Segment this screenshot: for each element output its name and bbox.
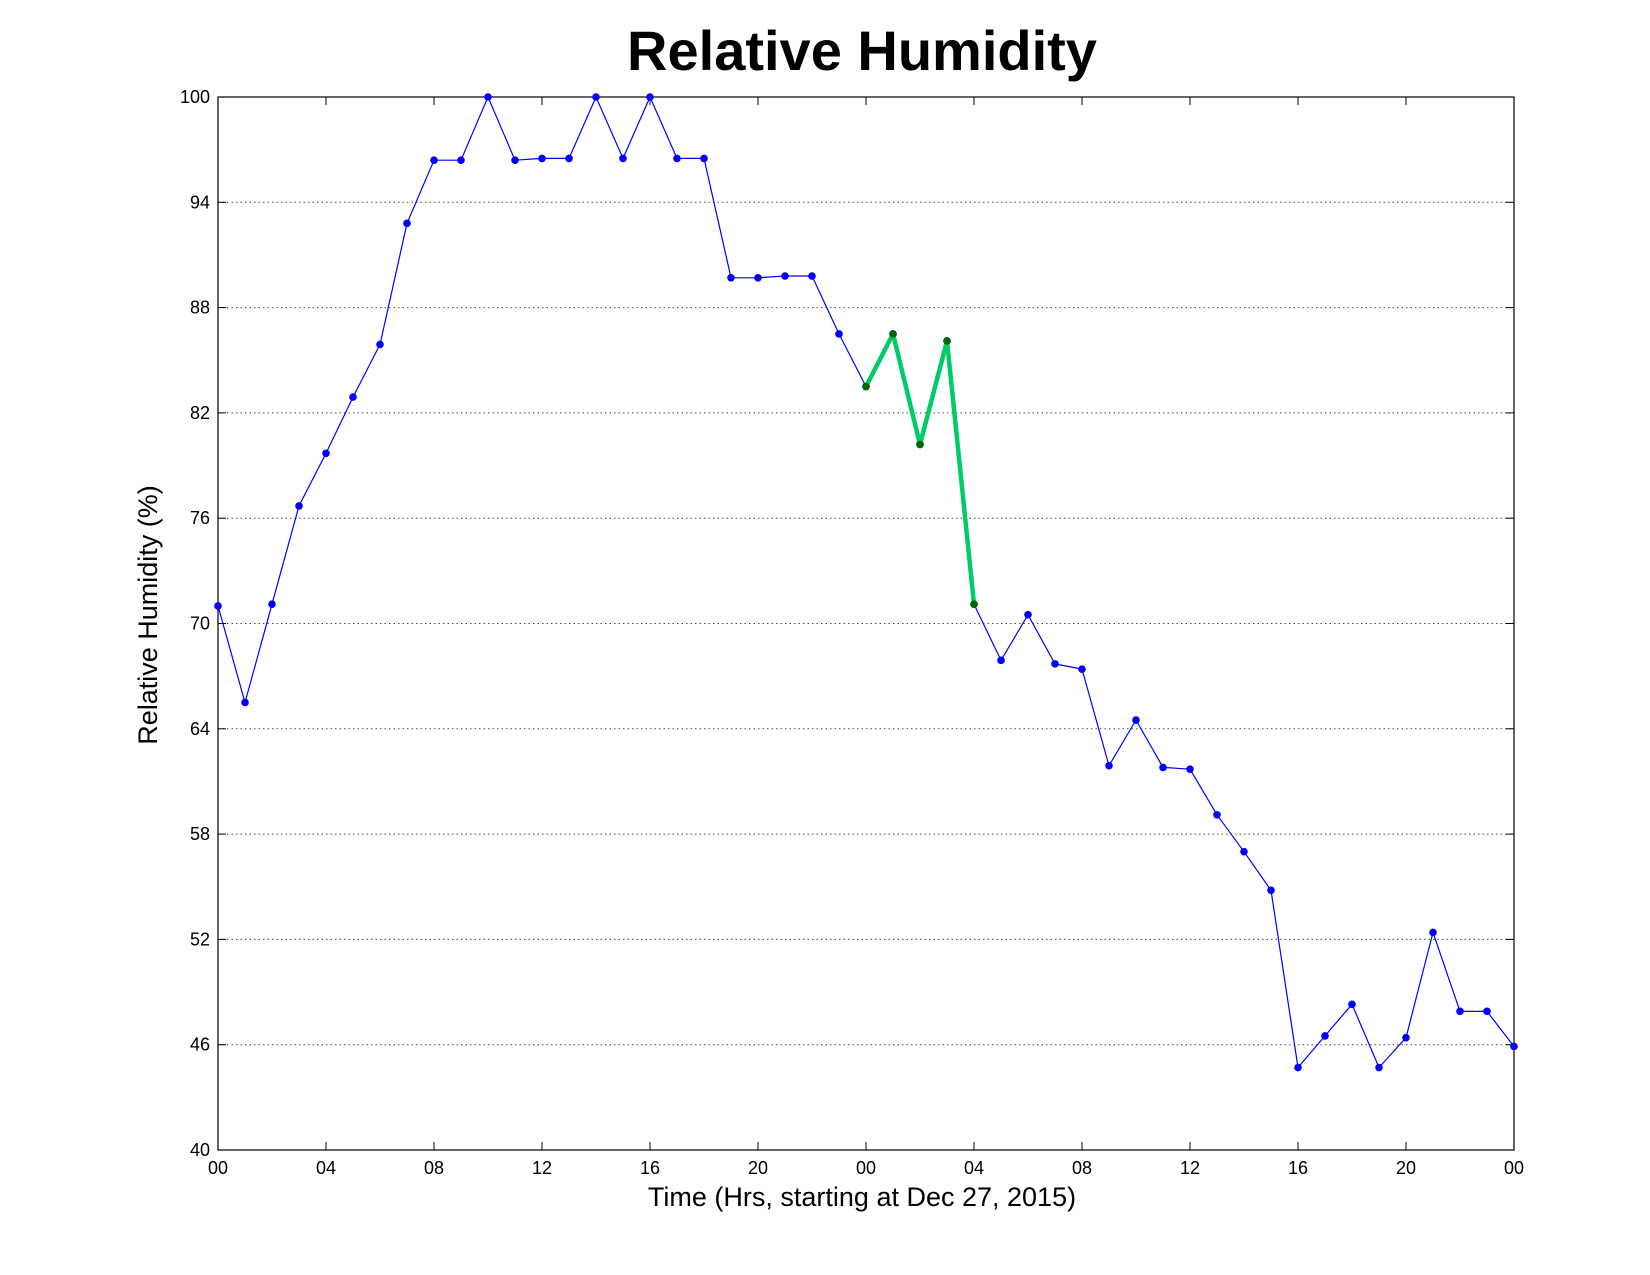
series-0-point: [1294, 1063, 1302, 1072]
x-tick-label: 04: [964, 1158, 984, 1178]
y-axis-label: Relative Humidity (%): [133, 485, 163, 745]
series-0-point: [376, 340, 384, 349]
series-1-point: [916, 440, 924, 449]
x-tick-label: 00: [1504, 1158, 1524, 1178]
y-tick-label: 40: [190, 1140, 210, 1160]
series-1-point: [970, 600, 978, 608]
y-tick-label: 46: [190, 1035, 210, 1055]
series-0-point: [268, 600, 276, 608]
y-tick-label: 52: [190, 929, 210, 949]
series-1-point: [862, 382, 870, 391]
x-tick-label: 04: [316, 1158, 336, 1178]
x-tick-label: 16: [1288, 1158, 1308, 1178]
series-0-point: [700, 154, 708, 163]
series-0-point: [1402, 1033, 1410, 1042]
series-0-point: [1240, 847, 1248, 856]
series-0-point: [727, 273, 735, 282]
series-0-point: [1456, 1007, 1464, 1016]
grid-lines: [218, 201, 1514, 1046]
series-0-point: [808, 272, 816, 280]
x-tick-label: 08: [1072, 1158, 1092, 1178]
series-0-point: [673, 154, 681, 163]
series-0-point: [592, 93, 600, 101]
series-0-point: [646, 93, 654, 101]
series-0-point: [1348, 1000, 1356, 1009]
series-layer: [214, 93, 1518, 1072]
series-0-point: [1024, 610, 1032, 619]
series-0-point: [781, 272, 789, 280]
series-0-point: [1078, 665, 1086, 673]
x-tick-label: 20: [748, 1158, 768, 1178]
y-tick-label: 64: [190, 719, 210, 739]
series-1-point: [943, 337, 951, 345]
series-0-point: [322, 449, 330, 458]
series-0-point: [484, 93, 492, 101]
series-1-line: [863, 331, 977, 605]
x-tick-label: 20: [1396, 1158, 1416, 1178]
series-0-point: [1159, 763, 1167, 772]
y-tick-label: 94: [190, 192, 210, 212]
series-0-point: [1429, 928, 1437, 937]
series-0-point: [430, 156, 438, 164]
axis-ticks: 40 46 52 58 64 70 76 82 88 94 100 00 04 08 12 16 20 00 04 0…: [180, 87, 1524, 1178]
series-0-point: [511, 156, 519, 164]
series-0-point: [1132, 716, 1140, 724]
series-0-point: [619, 154, 627, 163]
x-tick-label: 12: [1180, 1158, 1200, 1178]
x-axis-label: Time (Hrs, starting at Dec 27, 2015): [648, 1182, 1076, 1212]
series-0-point: [295, 502, 303, 510]
x-tick-label: 00: [208, 1158, 228, 1178]
y-tick-label: 58: [190, 824, 210, 844]
y-tick-label: 70: [190, 614, 210, 634]
series-0-point: [754, 273, 762, 282]
series-0-point: [1105, 761, 1113, 770]
series-0-point: [997, 656, 1005, 665]
series-1-point: [889, 330, 897, 338]
series-0-point: [403, 219, 411, 228]
x-tick-label: 00: [856, 1158, 876, 1178]
chart-title: Relative Humidity: [627, 19, 1097, 82]
y-tick-label: 88: [190, 298, 210, 318]
series-0-point: [1321, 1032, 1329, 1040]
series-0-point: [1267, 886, 1275, 895]
series-0-point: [538, 154, 546, 163]
series-0-point: [565, 154, 573, 163]
series-0-point: [214, 602, 222, 610]
x-tick-label: 08: [424, 1158, 444, 1178]
series-0-point: [349, 393, 357, 401]
series-0-point: [241, 698, 249, 707]
series-0-point: [1510, 1042, 1518, 1051]
series-0-point: [1186, 765, 1194, 773]
y-tick-label: 82: [190, 403, 210, 423]
series-0-line: [217, 96, 1515, 1069]
series-0-point: [1213, 810, 1221, 819]
series-0-point: [1051, 660, 1059, 668]
y-tick-label: 76: [190, 508, 210, 528]
series-0-point: [1375, 1063, 1383, 1072]
series-0-point: [457, 156, 465, 164]
x-tick-label: 16: [640, 1158, 660, 1178]
series-0-point: [835, 330, 843, 338]
y-tick-label: 100: [180, 87, 210, 107]
x-tick-label: 12: [532, 1158, 552, 1178]
series-0-point: [1483, 1007, 1491, 1016]
